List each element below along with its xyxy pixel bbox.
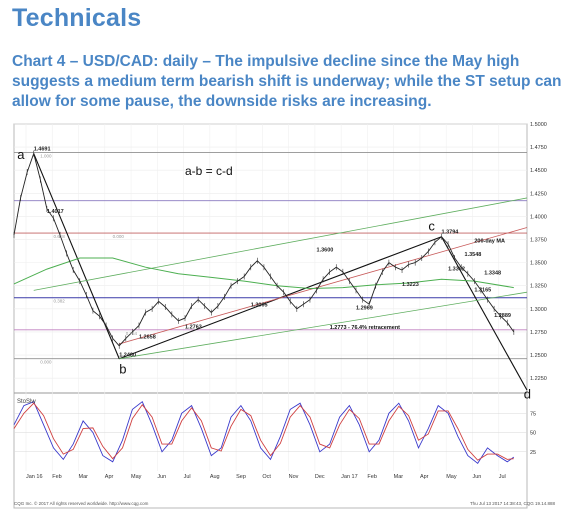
x-tick-label: Feb [52,474,61,480]
trendline [33,197,528,291]
price-level-label: 1.2658 [139,334,156,340]
price-level-label: 1.3165 [474,288,491,294]
price-level-label: 1.2889 [494,313,511,319]
oscillator-y-tick-label: 25 [530,450,536,456]
x-tick-label: Jun [472,474,481,480]
chart-annotation: b [119,362,126,377]
chart-annotation: c [428,218,435,233]
x-tick-label: Mar [394,474,404,480]
price-level-label: 1.3223 [402,282,419,288]
x-tick-label: Jul [499,474,506,480]
x-tick-label: May [446,474,457,480]
x-tick-label: Jun [157,474,166,480]
x-tick-label: Mar [79,474,89,480]
oscillator-series [13,400,515,464]
price-y-tick-label: 1.4250 [530,191,547,197]
x-tick-label: Dec [315,474,325,480]
fib-level-label: 1.000 [40,154,52,159]
price-y-tick-label: 1.2750 [530,330,547,336]
chart-annotation: 200-day MA [474,238,505,244]
price-y-tick-label: 1.4000 [530,214,547,220]
price-y-tick-label: 1.2250 [530,376,547,382]
price-level-label: 1.2763 [185,325,202,331]
price-level-label: 1.3794 [442,229,460,235]
price-level-label: 1.4691 [34,147,51,153]
oscillator-y-tick-label: 75 [530,411,536,417]
price-y-tick-label: 1.2500 [530,353,547,359]
price-level-label: 1.3600 [317,247,334,253]
stochastic-k-line [13,400,515,464]
price-level-label: 1.4017 [47,209,64,215]
price-level-label: 1.3005 [251,302,268,308]
ma-200-line [13,257,514,290]
price-y-tick-label: 1.3250 [530,284,547,290]
price-level-label: 1.2969 [356,306,373,312]
price-y-tick-label: 1.3500 [530,261,547,267]
chart-annotation: d [524,386,531,401]
price-level-label: 1.2460 [119,353,136,359]
price-y-tick-label: 1.3750 [530,238,547,244]
fib-level-label: 0.000 [113,234,125,239]
x-tick-label: Apr [105,474,114,480]
x-tick-label: Jan 16 [26,474,43,480]
footer-left: CQG Inc. © 2017 All rights reserved worl… [14,500,149,506]
horizontal-levels [14,152,527,360]
usdcad-daily-chart: 1.000 0.000 0.618 0.382 0.764 0.000 1.4691 1.40… [13,122,556,509]
chart-frame [13,123,528,509]
oscillator-y-tick-label: 50 [530,431,536,437]
axis-labels: 1.5000 1.4750 1.4500 1.4250 1.4000 1.3750 1.35… [26,122,547,480]
x-tick-label: Feb [367,474,376,480]
chart-annotation: 1.2773 - 76.4% retracement [330,325,400,331]
chart-annotation: a-b = c-d [185,164,233,178]
fib-level-label: 0.382 [53,299,65,304]
trendline [119,227,528,345]
x-tick-label: Aug [210,474,220,480]
ma-200-polyline [13,257,514,290]
page-title: Technicals [12,4,142,32]
x-tick-label: May [131,474,142,480]
trendline [119,291,528,360]
oscillator-grid [14,412,527,453]
x-tick-label: Sep [236,474,246,480]
chart-labels: 1.000 0.000 0.618 0.382 0.764 0.000 1.4691 1.40… [17,147,531,402]
x-tick-label: Oct [262,474,271,480]
x-tick-label: Nov [289,474,299,480]
price-level-label: 1.3392 [448,267,465,273]
stochastic-d-line [13,402,514,461]
fib-level-label: 0.000 [40,360,52,365]
trendlines [33,153,528,391]
chart-caption: Chart 4 – USD/CAD: daily – The impulsive… [12,53,562,110]
price-y-tick-label: 1.5000 [530,122,547,128]
chart-annotation: a [17,147,25,162]
price-y-tick-label: 1.4500 [530,168,547,174]
x-tick-label: Jan 17 [341,474,358,480]
x-tick-label: Jul [184,474,191,480]
chart-area: 1.000 0.000 0.618 0.382 0.764 0.000 1.4691 1.40… [0,121,576,513]
price-y-tick-label: 1.4750 [530,145,547,151]
fib-level-label: 0.618 [53,234,65,239]
oscillator-label: StoSlw [17,399,36,405]
x-tick-label: Apr [420,474,429,480]
price-y-tick-label: 1.3000 [530,307,547,313]
trendline [441,236,528,391]
price-series [13,150,515,349]
price-level-label: 1.3348 [484,271,501,277]
footer-right: Thu Jul 13 2017 14:38:43, CQG 19.14.888 [470,501,556,506]
fib-level-label: 0.764 [126,331,138,336]
price-level-label: 1.3548 [465,252,482,258]
